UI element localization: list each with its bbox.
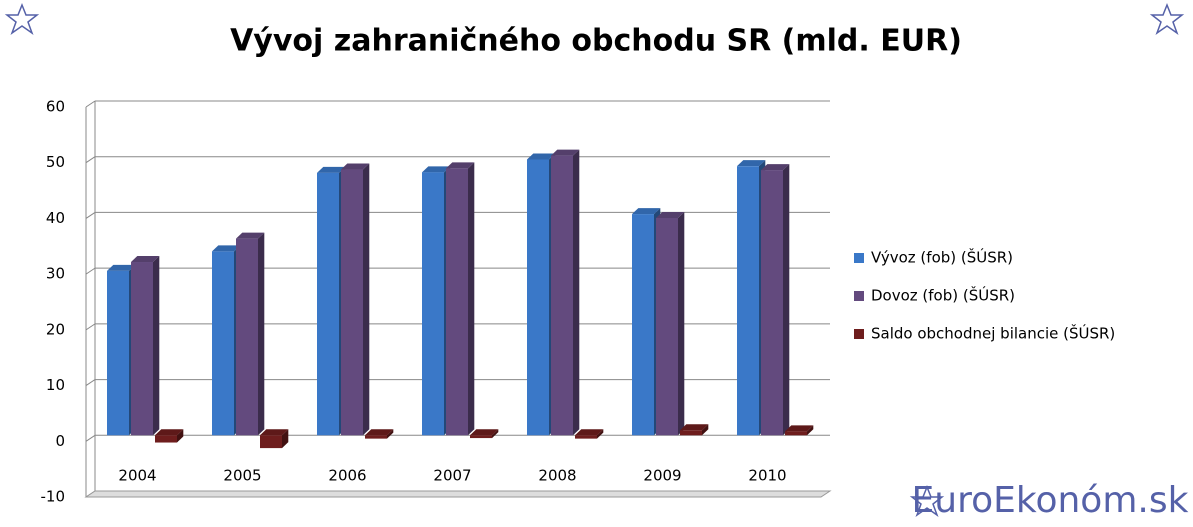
legend-label: Saldo obchodnej bilancie (ŠÚSR) [871, 324, 1115, 343]
floor [84, 490, 832, 498]
bar-top [632, 208, 661, 215]
bar [656, 218, 678, 436]
grid-depth [85, 434, 96, 442]
bar [422, 172, 444, 436]
bar-side [678, 212, 685, 436]
bar-side [573, 149, 580, 436]
bar-side [387, 429, 394, 439]
bar [260, 435, 282, 449]
bar [680, 430, 702, 436]
bar-top [422, 166, 451, 173]
x-tick-label: 2006 [328, 467, 366, 485]
bar-top [737, 160, 766, 167]
legend-label: Dovoz (fob) (ŠÚSR) [871, 286, 1015, 305]
bar [632, 214, 654, 436]
bar-top [341, 163, 370, 170]
x-tick-label: 2008 [538, 467, 576, 485]
bar-top [107, 264, 136, 271]
grid-depth [85, 379, 96, 386]
x-tick-label: 2010 [748, 467, 786, 485]
bar [317, 172, 339, 436]
bar-top [527, 153, 556, 160]
y-tick-label: 40 [46, 209, 65, 227]
bar-top [761, 164, 790, 171]
bar-top [155, 429, 184, 436]
bar-top [680, 424, 709, 431]
y-tick-label: 10 [46, 376, 65, 394]
y-tick-label: 0 [55, 432, 65, 450]
y-tick-label: 60 [46, 98, 65, 116]
grid-depth [85, 267, 96, 275]
bar-side [492, 429, 499, 439]
bar-top [236, 232, 265, 239]
bar-side [783, 164, 790, 436]
bar-top [260, 429, 289, 436]
legend-swatch [854, 329, 864, 339]
bar-side [153, 256, 160, 436]
bar-top [551, 149, 580, 156]
bar [212, 251, 234, 436]
x-tick-label: 2005 [223, 467, 261, 485]
legend-swatch [854, 253, 864, 263]
bar-top [656, 212, 685, 218]
y-tick-label: 30 [46, 265, 65, 283]
bar-side [468, 162, 475, 436]
x-tick-label: 2004 [118, 467, 156, 485]
x-tick-label: 2007 [433, 467, 471, 485]
bar-top [470, 429, 499, 436]
bar-side [807, 425, 814, 436]
bar [341, 169, 363, 436]
bar [236, 238, 258, 436]
bar [761, 170, 783, 436]
bar [365, 435, 387, 439]
bar [131, 262, 153, 436]
grid-depth [85, 156, 96, 164]
chart-title: Vývoj zahraničného obchodu SR (mld. EUR) [230, 24, 962, 59]
bar-top [317, 166, 346, 173]
bar [575, 435, 597, 439]
bar [737, 166, 759, 436]
bar [785, 431, 807, 436]
bar-side [702, 424, 709, 436]
x-tick-label: 2009 [643, 467, 681, 485]
grid-depth [85, 212, 96, 219]
bar [155, 435, 177, 443]
bar-top [575, 429, 604, 436]
bar-top [785, 425, 814, 432]
grid-depth [85, 323, 96, 331]
grid-depth [85, 100, 96, 108]
bar [446, 168, 468, 436]
y-tick-label: 50 [46, 153, 65, 171]
bar-top [212, 245, 241, 252]
brand-logo: EuroEkonóm.sk [912, 480, 1189, 521]
bar-side [597, 429, 604, 439]
y-tick-label: 20 [46, 320, 65, 338]
bar-side [282, 429, 289, 449]
bar [107, 270, 129, 436]
bar-side [177, 429, 184, 443]
legend-swatch [854, 291, 864, 301]
legend-label: Vývoz (fob) (ŠÚSR) [871, 248, 1013, 267]
bar [470, 435, 492, 439]
bar-top [131, 256, 160, 263]
bar [527, 159, 549, 436]
bar-top [446, 162, 475, 169]
bar [551, 155, 573, 436]
star-icon [4, 2, 1185, 517]
y-tick-label: -10 [41, 488, 66, 506]
bar-side [363, 163, 370, 436]
bar-side [258, 232, 265, 436]
bar-top [365, 429, 394, 436]
